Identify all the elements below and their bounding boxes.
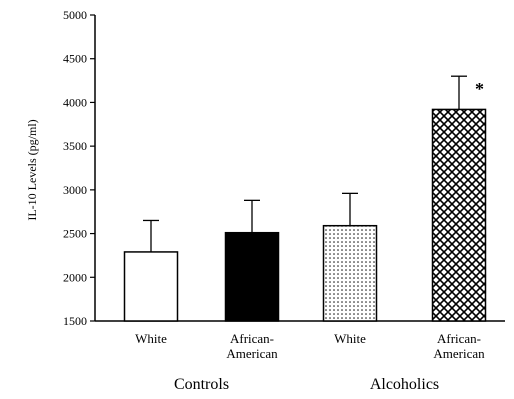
x-tick-label: African-American (226, 331, 278, 361)
y-tick-label: 4000 (63, 95, 87, 109)
bar (322, 224, 378, 322)
bar (224, 231, 280, 322)
group-label: Controls (174, 376, 229, 393)
y-tick-label: 3000 (63, 183, 87, 197)
y-tick-label: 1500 (63, 314, 87, 328)
significance-marker: * (475, 79, 484, 99)
y-tick-label: 4500 (63, 52, 87, 66)
y-axis-label: IL-10 Levels (pg/ml) (25, 119, 39, 220)
bar (123, 251, 179, 322)
y-tick-label: 2000 (63, 270, 87, 284)
x-tick-label: White (135, 331, 167, 346)
y-tick-label: 5000 (63, 8, 87, 22)
plot-area: 1500 2000 2500 3000 3500 4000 4500 5000 White Afr… (63, 8, 505, 393)
y-tick-label: 2500 (63, 227, 87, 241)
x-tick-label: White (334, 331, 366, 346)
group-label: Alcoholics (370, 376, 439, 393)
bar (431, 108, 487, 322)
x-tick-label: African-American (433, 331, 485, 361)
y-tick-label: 3500 (63, 139, 87, 153)
